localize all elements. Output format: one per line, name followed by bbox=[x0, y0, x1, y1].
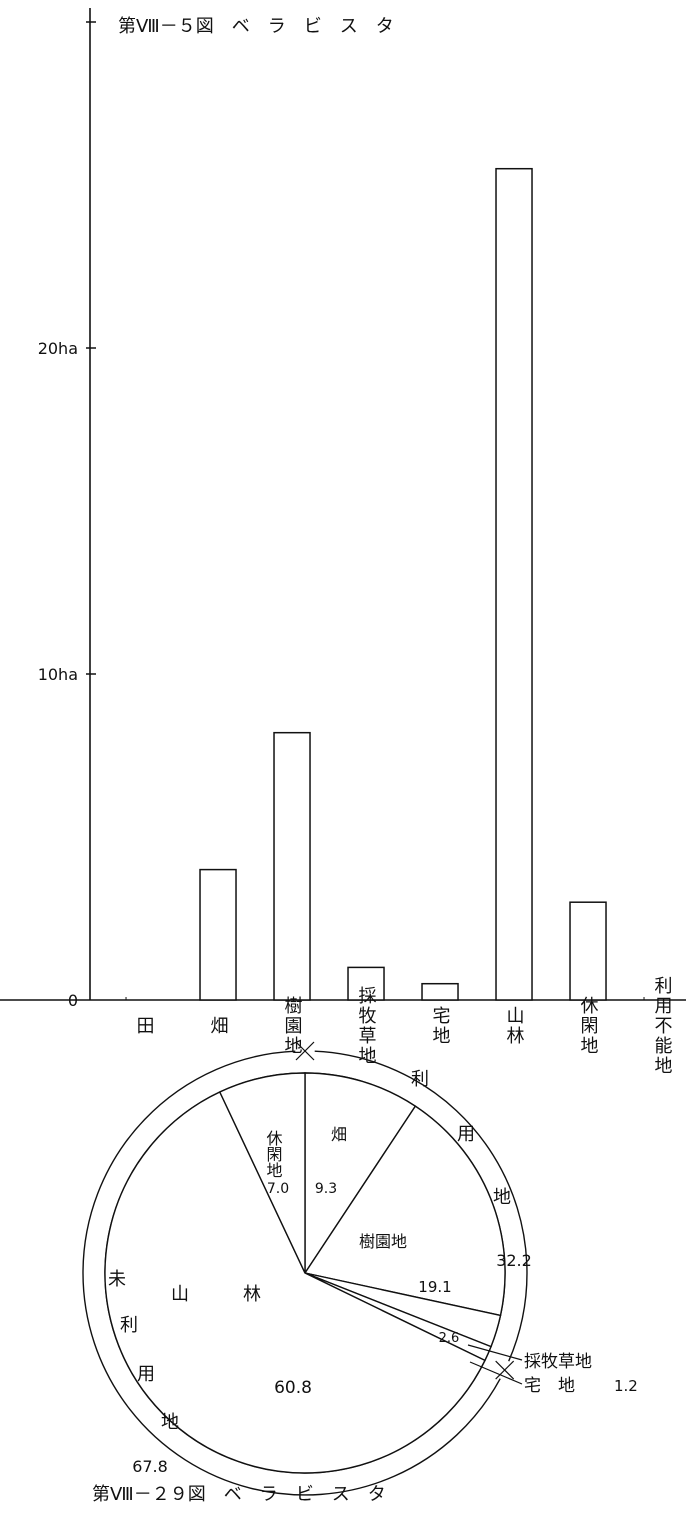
slice-value-0: 9.3 bbox=[315, 1181, 337, 1197]
pie-slice-1 bbox=[303, 1105, 506, 1317]
bar-3 bbox=[347, 966, 385, 1001]
category-label-2: 樹園地 bbox=[282, 996, 303, 1056]
slice-label-1: 樹園地 bbox=[359, 1232, 407, 1251]
bar-2 bbox=[273, 731, 311, 1001]
category-label-1: 畑 bbox=[208, 1016, 229, 1036]
category-label-6: 休閑地 bbox=[578, 996, 599, 1056]
slice-value-5: 7.0 bbox=[267, 1181, 289, 1197]
category-label-4: 宅地 bbox=[430, 1006, 451, 1046]
group-label-used-char: 用 bbox=[457, 1124, 475, 1145]
bar-6 bbox=[569, 901, 607, 1001]
slice-label-3: 宅 地 bbox=[524, 1376, 575, 1396]
category-label-5: 山林 bbox=[504, 1006, 525, 1046]
category-label-7: 利用不能地 bbox=[652, 976, 673, 1076]
category-label-3: 採牧草地 bbox=[356, 986, 377, 1066]
bar-chart-title: 第Ⅷ－５図 ベ ラ ビ ス タ bbox=[118, 16, 394, 37]
group-label-unused-char: 未 bbox=[108, 1269, 126, 1290]
slice-label-2: 採牧草地 bbox=[524, 1352, 592, 1372]
pie-slice-5 bbox=[218, 1072, 306, 1274]
slice-label-5: 休閑地 bbox=[264, 1130, 283, 1178]
leader-line-3 bbox=[469, 1361, 523, 1385]
slice-value-3: 1.2 bbox=[614, 1377, 638, 1395]
group-divider-0-b bbox=[295, 1041, 315, 1061]
slice-label-4: 山 林 bbox=[171, 1284, 279, 1305]
y-tick-label: 20ha bbox=[38, 339, 78, 358]
pie-slice-0 bbox=[304, 1072, 417, 1276]
slice-value-1: 19.1 bbox=[418, 1278, 451, 1296]
group-label-used-char: 利 bbox=[411, 1069, 429, 1090]
y-tick-label: 10ha bbox=[38, 665, 78, 684]
slice-value-4: 60.8 bbox=[274, 1378, 312, 1398]
group-arc-unused-2 bbox=[82, 1050, 296, 1274]
bar-4 bbox=[421, 982, 459, 1001]
category-label-0: 田 bbox=[134, 1016, 155, 1036]
leader-line-2 bbox=[467, 1344, 523, 1361]
slice-value-2: 2.6 bbox=[439, 1331, 460, 1346]
group-arc-unused bbox=[82, 1272, 501, 1496]
group-value-unused: 67.8 bbox=[132, 1457, 168, 1476]
group-value-used: 32.2 bbox=[496, 1251, 532, 1270]
group-divider-1-b bbox=[495, 1360, 515, 1380]
bar-chart: 第Ⅷ－５図 ベ ラ ビ ス タ 0 10ha 20ha 田 畑 樹園地 採牧草地 宅地 山林 休… bbox=[0, 8, 686, 1076]
group-label-used-char: 地 bbox=[493, 1187, 511, 1208]
bar-1 bbox=[199, 868, 237, 1001]
bar-5 bbox=[495, 167, 533, 1001]
group-label-unused-char: 地 bbox=[161, 1412, 179, 1433]
y-tick-label: 0 bbox=[68, 991, 78, 1010]
slice-label-0: 畑 bbox=[331, 1125, 347, 1144]
group-label-unused-char: 用 bbox=[137, 1364, 155, 1385]
pie-chart-title: 第Ⅷ－２９図 ベ ラ ビ ス タ bbox=[92, 1484, 386, 1505]
pie-slice-4 bbox=[104, 1091, 486, 1474]
group-arc-used bbox=[314, 1050, 528, 1362]
group-label-unused-char: 利 bbox=[120, 1315, 138, 1336]
